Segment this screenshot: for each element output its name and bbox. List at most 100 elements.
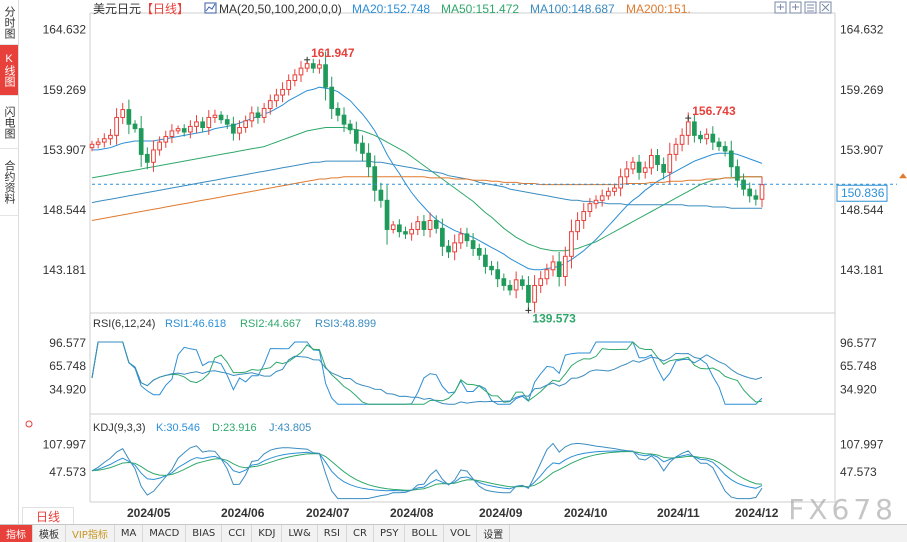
candle-body (347, 123, 353, 131)
candle-body (366, 152, 371, 168)
time-tick-label: 2024/10 (564, 506, 608, 520)
kdj-lines (91, 442, 763, 500)
tab-templates[interactable]: 模板 (33, 525, 66, 542)
candle-body (440, 227, 445, 247)
kdj-settings-icon[interactable] (25, 420, 33, 428)
ma-toggle-icon[interactable] (204, 2, 217, 14)
candle-body (562, 255, 568, 277)
candle-body (532, 284, 537, 303)
candle-body (286, 79, 292, 90)
candle-body (716, 141, 722, 148)
candle-body (120, 109, 126, 118)
tab-settings[interactable]: 设置 (477, 525, 511, 542)
candle-body (519, 279, 525, 286)
rsi3-value: RSI3:48.899 (315, 318, 376, 330)
candle-body (556, 261, 562, 277)
tab-vol[interactable]: VOL (444, 525, 478, 542)
tab-lw[interactable]: LW& (282, 525, 318, 542)
price-tick-label: 159.269 (840, 83, 884, 97)
tab-rsi[interactable]: RSI (318, 525, 348, 542)
rsi-title: RSI(6,12,24) (93, 318, 155, 330)
candle-body (427, 219, 433, 230)
candle-body (206, 116, 212, 129)
tab-kdj[interactable]: KDJ (252, 525, 283, 542)
candle-body (593, 199, 599, 205)
ma200-line (91, 176, 762, 221)
tab-boll[interactable]: BOLL (405, 525, 445, 542)
candlesticks (89, 51, 765, 313)
candle-body (144, 153, 150, 163)
candle-body (317, 64, 322, 69)
candle-body (636, 161, 642, 173)
candle-body (667, 153, 673, 173)
candle-body (95, 141, 101, 145)
ma200-value: MA200:151. (626, 2, 691, 16)
candle-body (267, 100, 273, 109)
tab-timeshare[interactable]: 分时图 (0, 0, 18, 45)
settings-icon[interactable] (804, 1, 817, 14)
tab-ma[interactable]: MA (115, 525, 144, 542)
candle-body (274, 94, 279, 102)
candle-body (501, 278, 507, 286)
high-annotation-label: 161.947 (311, 46, 355, 60)
period-selector[interactable]: 日线 (22, 507, 74, 525)
fullscreen-icon[interactable] (774, 1, 787, 14)
candle-body (452, 242, 458, 253)
kdj-d-line (91, 451, 763, 491)
rsi-tick-label: 34.920 (49, 382, 86, 396)
candle-body (231, 123, 236, 134)
candle-body (483, 254, 488, 267)
close-icon[interactable] (819, 1, 832, 14)
tab-vip-indicators[interactable]: VIP指标 (66, 525, 115, 542)
zoom-in-icon[interactable] (789, 1, 802, 14)
kdj-k-value: K:30.546 (156, 422, 200, 434)
candle-body (550, 261, 556, 271)
kdj-axis: 107.997 107.997 47.573 47.573 (43, 438, 884, 479)
tab-contract-info[interactable]: 合约资料 (0, 149, 18, 216)
kdj-k-line (91, 450, 763, 492)
candle-body (218, 114, 224, 121)
candle-body (126, 109, 132, 125)
time-tick-label: 2024/07 (306, 506, 350, 520)
price-tick-label: 143.181 (43, 263, 87, 277)
candle-body (169, 130, 175, 137)
price-tick-label: 148.544 (43, 203, 87, 217)
tab-psy[interactable]: PSY (374, 525, 406, 542)
candle-body (243, 120, 249, 129)
rsi-tick-label: 96.577 (49, 336, 86, 350)
tab-cci[interactable]: CCI (222, 525, 253, 542)
candle-body (249, 112, 255, 122)
candle-body (360, 142, 365, 154)
candle-body (323, 64, 328, 88)
candle-body (200, 121, 205, 129)
kdj-j-value: J:43.805 (269, 422, 311, 434)
tab-macd[interactable]: MACD (143, 525, 187, 542)
candle-body (280, 88, 285, 96)
time-tick-label: 2024/09 (479, 506, 523, 520)
rsi1-line (91, 341, 763, 405)
rsi-legend: RSI(6,12,24) RSI1:46.618 RSI2:44.667 RSI… (93, 318, 376, 330)
tab-flash-chart[interactable]: 闪电图 (0, 96, 18, 149)
candle-body (661, 163, 666, 173)
candle-body (212, 114, 218, 118)
price-alert-icon (899, 173, 907, 179)
ma50-line (91, 127, 762, 252)
candle-body (673, 143, 679, 155)
price-tick-label: 143.181 (840, 263, 884, 277)
tab-kline[interactable]: K线图 (0, 45, 18, 96)
kline-chart[interactable]: 美元日元 【日线】 MA(20,50,100,200,0,0) MA20:152… (19, 0, 907, 524)
candle-body (526, 284, 531, 303)
candle-body (157, 141, 162, 151)
candle-body (605, 190, 611, 197)
candle-body (378, 189, 384, 201)
tab-bias[interactable]: BIAS (186, 525, 223, 542)
rsi-tick-label: 65.748 (49, 359, 86, 373)
candle-body (188, 125, 193, 133)
candle-body (446, 245, 451, 253)
tab-cr[interactable]: CR (347, 525, 374, 542)
candle-body (181, 128, 187, 133)
tab-indicators[interactable]: 指标 (0, 525, 33, 542)
candle-body (353, 129, 359, 144)
candle-body (704, 133, 710, 140)
candle-body (476, 247, 482, 256)
